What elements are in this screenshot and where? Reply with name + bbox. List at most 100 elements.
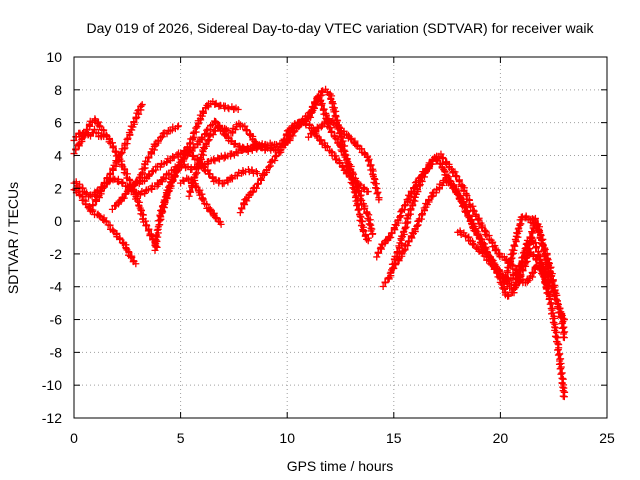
- data-point: [407, 188, 415, 196]
- data-point: [308, 108, 316, 116]
- data-point: [514, 271, 522, 279]
- data-point: [96, 122, 104, 130]
- data-point: [213, 214, 221, 222]
- data-point: [545, 293, 553, 301]
- data-point: [158, 133, 166, 141]
- data-point: [420, 169, 428, 177]
- data-point: [560, 334, 568, 342]
- data-point: [551, 314, 559, 322]
- data-point: [155, 217, 163, 225]
- data-point: [515, 266, 523, 274]
- y-tick-label: 2: [54, 180, 62, 196]
- data-point: [425, 197, 433, 205]
- data-point: [554, 351, 562, 359]
- data-point: [217, 220, 225, 228]
- series-sat-b: [70, 125, 108, 144]
- data-point: [407, 205, 415, 213]
- data-point: [318, 101, 326, 109]
- data-point: [332, 156, 340, 164]
- data-point: [189, 144, 197, 152]
- series-sat-g: [123, 122, 182, 195]
- data-point: [317, 96, 325, 104]
- data-point: [248, 166, 256, 174]
- data-point: [394, 217, 402, 225]
- data-point: [368, 230, 376, 238]
- data-point: [470, 207, 478, 215]
- data-point: [439, 154, 447, 162]
- data-point: [413, 222, 421, 230]
- data-point: [373, 253, 381, 261]
- data-point: [126, 176, 134, 184]
- x-tick-label: 10: [279, 430, 295, 446]
- data-point: [254, 179, 262, 187]
- data-point: [364, 152, 372, 160]
- data-point: [186, 187, 194, 195]
- data-point: [496, 270, 504, 278]
- data-point: [126, 184, 134, 192]
- data-point: [265, 163, 273, 171]
- data-point: [119, 179, 127, 187]
- data-point: [236, 209, 244, 217]
- data-point: [556, 304, 564, 312]
- data-point: [271, 152, 279, 160]
- data-point: [204, 137, 212, 145]
- y-tick-label: -8: [50, 344, 63, 360]
- data-point: [87, 205, 95, 213]
- data-point: [199, 196, 207, 204]
- x-tick-label: 20: [493, 430, 509, 446]
- data-point: [386, 269, 394, 277]
- data-point: [97, 188, 105, 196]
- data-point: [487, 259, 495, 267]
- data-point: [241, 122, 249, 130]
- data-point: [350, 188, 358, 196]
- data-point: [364, 188, 372, 196]
- data-point: [185, 192, 193, 200]
- data-point: [354, 206, 362, 214]
- y-tick-label: -12: [42, 410, 62, 426]
- data-point: [78, 135, 86, 143]
- data-point: [343, 156, 351, 164]
- data-point: [399, 228, 407, 236]
- data-point: [144, 227, 152, 235]
- data-point: [153, 226, 161, 234]
- data-point: [105, 174, 113, 182]
- data-point: [474, 215, 482, 223]
- data-point: [186, 139, 194, 147]
- x-tick-label: 25: [599, 430, 615, 446]
- data-point: [387, 233, 395, 241]
- data-point: [331, 112, 339, 120]
- data-point: [132, 177, 140, 185]
- data-point: [532, 244, 540, 252]
- data-point: [155, 180, 163, 188]
- data-point: [406, 206, 414, 214]
- data-point: [169, 176, 177, 184]
- data-point: [522, 212, 530, 220]
- data-point: [176, 158, 184, 166]
- data-point: [554, 340, 562, 348]
- data-point: [188, 147, 196, 155]
- y-tick-label: 6: [54, 115, 62, 131]
- data-point: [179, 176, 187, 184]
- data-point: [462, 191, 470, 199]
- data-point: [198, 134, 206, 142]
- data-point: [379, 282, 387, 290]
- series-sat-j: [177, 174, 225, 228]
- data-point: [157, 177, 165, 185]
- y-tick-label: -2: [50, 246, 63, 262]
- data-point: [224, 104, 232, 112]
- data-point: [189, 152, 197, 160]
- data-point: [557, 370, 565, 378]
- data-point: [501, 272, 509, 280]
- data-point: [232, 148, 240, 156]
- data-point: [75, 187, 83, 195]
- data-point: [558, 312, 566, 320]
- data-point: [95, 212, 103, 220]
- data-point: [374, 248, 382, 256]
- data-point: [374, 188, 382, 196]
- data-point: [558, 324, 566, 332]
- data-point: [135, 174, 143, 182]
- data-point: [546, 275, 554, 283]
- data-point: [128, 253, 136, 261]
- data-point: [209, 131, 217, 139]
